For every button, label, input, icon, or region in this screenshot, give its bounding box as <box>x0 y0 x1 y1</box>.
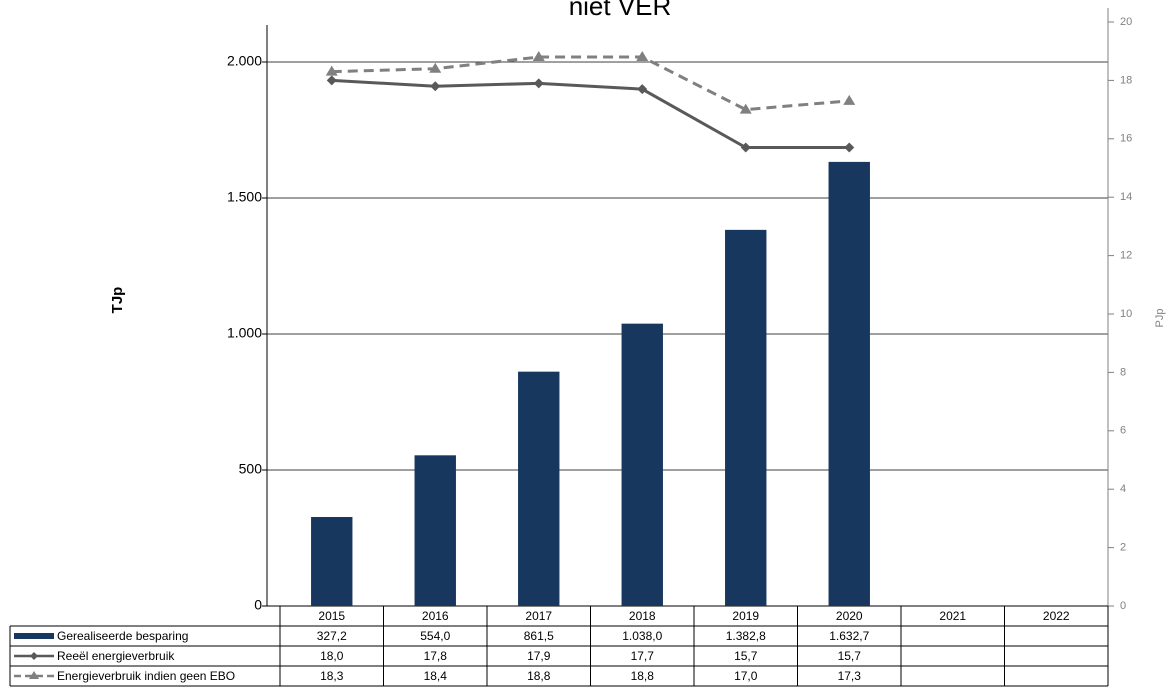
x-tick-label: 2020 <box>836 609 863 623</box>
marker <box>326 75 337 86</box>
y-tick-label: 2.000 <box>227 53 262 69</box>
marker <box>844 142 855 153</box>
marker <box>637 84 648 95</box>
y-tick-label: 500 <box>239 461 263 477</box>
table-value: 18,0 <box>320 649 344 663</box>
table-value: 18,4 <box>424 669 448 683</box>
table-value: 17,7 <box>631 649 655 663</box>
table-value: 1.632,7 <box>829 629 869 643</box>
table-value: 17,8 <box>424 649 448 663</box>
legend-label: Reeël energieverbruik <box>57 649 175 663</box>
x-tick-label: 2019 <box>732 609 759 623</box>
bar <box>725 229 767 606</box>
y2-tick-label: 6 <box>1120 425 1126 437</box>
y2-tick-label: 14 <box>1120 191 1132 203</box>
y2-axis-label: PJp <box>1154 309 1166 328</box>
y2-tick-label: 12 <box>1120 250 1132 262</box>
y2-tick-label: 8 <box>1120 366 1126 378</box>
y2-tick-label: 0 <box>1120 600 1126 612</box>
table-value: 18,8 <box>527 669 551 683</box>
marker <box>429 62 442 73</box>
table-value: 861,5 <box>524 629 554 643</box>
table-value: 17,9 <box>527 649 551 663</box>
table-value: 15,7 <box>838 649 862 663</box>
y-axis-label: TJp <box>109 287 126 314</box>
y2-tick-label: 2 <box>1120 542 1126 554</box>
table-value: 17,0 <box>734 669 758 683</box>
legend-label: Gerealiseerde besparing <box>57 629 188 643</box>
table-value: 18,8 <box>631 669 655 683</box>
line <box>331 55 850 112</box>
x-tick-label: 2016 <box>422 609 449 623</box>
bar <box>414 455 456 606</box>
y2-tick-label: 18 <box>1120 74 1132 86</box>
bar <box>828 161 870 606</box>
marker <box>843 94 856 105</box>
x-tick-label: 2021 <box>939 609 966 623</box>
table-value: 18,3 <box>320 669 344 683</box>
y-tick-label: 1.500 <box>227 189 262 205</box>
marker <box>532 51 545 62</box>
legend-key <box>14 633 54 639</box>
y2-tick-label: 16 <box>1120 133 1132 145</box>
bar <box>621 323 663 606</box>
x-tick-label: 2017 <box>525 609 552 623</box>
table-value: 554,0 <box>420 629 450 643</box>
marker <box>325 65 338 76</box>
marker <box>739 103 752 114</box>
line <box>331 78 850 150</box>
y2-tick-label: 4 <box>1120 483 1126 495</box>
table-value: 17,3 <box>838 669 862 683</box>
bar <box>518 371 560 606</box>
y-tick-label: 1.000 <box>227 325 262 341</box>
marker <box>740 142 751 153</box>
table-value: 1.382,8 <box>726 629 766 643</box>
table-value: 327,2 <box>317 629 347 643</box>
y-tick-label: 0 <box>254 597 262 613</box>
marker <box>430 81 441 92</box>
legend-label: Energieverbruik indien geen EBO <box>57 669 235 683</box>
bar <box>311 516 353 606</box>
legend-key-marker <box>30 652 38 660</box>
x-tick-label: 2015 <box>318 609 345 623</box>
y2-tick-label: 10 <box>1120 308 1132 320</box>
table-value: 1.038,0 <box>622 629 662 643</box>
chart-title: niet VER <box>569 0 672 21</box>
x-tick-label: 2022 <box>1043 609 1070 623</box>
x-tick-label: 2018 <box>629 609 656 623</box>
marker <box>533 78 544 89</box>
marker <box>636 51 649 62</box>
table-value: 15,7 <box>734 649 758 663</box>
legend-key-marker <box>29 671 39 679</box>
y2-tick-label: 20 <box>1120 16 1132 28</box>
